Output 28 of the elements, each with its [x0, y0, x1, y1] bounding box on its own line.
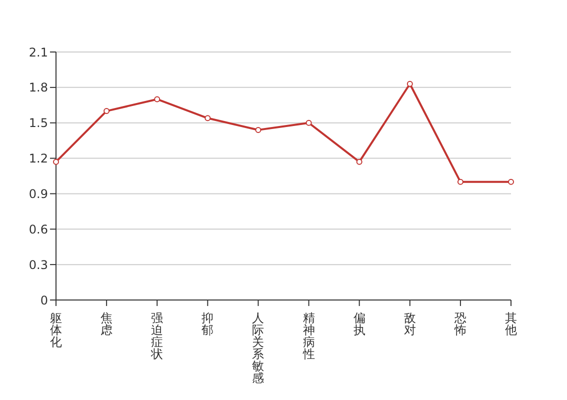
point — [255, 126, 262, 133]
x-tick-label: 偏执 — [353, 311, 366, 337]
x-tick-label: 焦虑 — [100, 311, 113, 337]
point — [457, 178, 464, 185]
x-tick-label: 其他 — [505, 311, 517, 337]
point — [154, 96, 160, 102]
x-tick-label: 精神病性 — [302, 311, 315, 361]
x-tick-label: 抑郁 — [202, 311, 214, 337]
point — [406, 80, 413, 87]
point — [204, 115, 211, 122]
point — [356, 158, 362, 165]
y-tick-label: 1.2 — [28, 152, 48, 166]
point — [104, 108, 110, 114]
point — [53, 158, 59, 165]
x-tick-label: 恐怖 — [453, 311, 466, 337]
point — [508, 178, 514, 185]
y-tick-label: 0.6 — [28, 222, 48, 236]
y-tick-label: 2.1 — [28, 45, 48, 60]
x-tick-label: 敌对 — [404, 311, 416, 337]
y-tick-label: 0.3 — [28, 258, 48, 272]
y-tick-label: 1.5 — [28, 116, 48, 130]
y-tick-label: 0.9 — [28, 186, 48, 201]
y-tick-label: 1.8 — [28, 80, 48, 95]
y-tick-label: 0 — [40, 293, 48, 308]
x-tick-label: 人际关系敏感 — [252, 311, 264, 385]
point — [306, 120, 312, 126]
x-tick-label: 强迫症状 — [150, 311, 164, 361]
x-tick-label: 躯体化 — [50, 311, 62, 349]
